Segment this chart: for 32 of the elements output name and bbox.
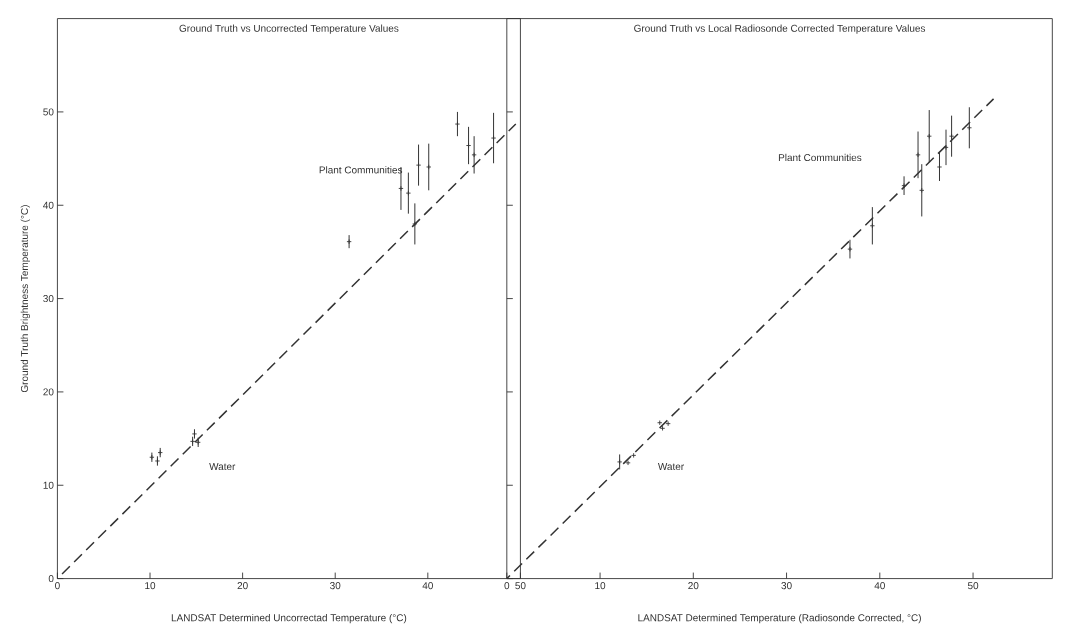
x-tick-label: 30: [330, 582, 341, 590]
text: Ground Truth vs Uncorrected Temperature Values: [179, 24, 399, 34]
x-tick-label: 20: [237, 582, 248, 590]
x-tick-label: 50: [967, 582, 979, 590]
point: [659, 425, 666, 431]
y-tick-label: 40: [43, 201, 54, 209]
point: [657, 420, 663, 426]
x-axis-title: LANDSAT Determined Temperature (Radiosonde Corrected, °C): [638, 614, 921, 624]
x-tick-label: 0: [55, 582, 60, 590]
annotation: Plant Communities: [319, 166, 403, 174]
annotation: Water: [657, 463, 684, 471]
x-tick-label: 40: [874, 582, 885, 590]
x-tick-label: 20: [688, 582, 699, 590]
y-tick-label: 50: [43, 108, 54, 116]
x-tick-label: 40: [422, 582, 433, 590]
x-tick-label: 10: [145, 582, 156, 590]
annotation: Plant Communities: [778, 153, 862, 162]
x-tick-label: 30: [781, 582, 792, 590]
x-tick-label: 10: [595, 582, 606, 590]
point: [625, 460, 631, 466]
y-tick-label: 10: [43, 481, 54, 489]
x-tick-label: 0: [504, 582, 510, 590]
point: [665, 421, 671, 427]
text: Ground Truth vs Local Radiosonde Corrected Temperature Values: [634, 24, 926, 34]
y-tick-label: 0: [48, 575, 54, 583]
x-tick-label: 50: [515, 582, 526, 590]
annotation: Water: [209, 463, 236, 471]
x-axis-title: LANDSAT Determined Uncorrectad Temperature (°C): [171, 614, 407, 624]
point: [630, 452, 637, 459]
y-tick-label: 30: [43, 295, 54, 303]
y-tick-label: 20: [43, 388, 54, 396]
y-axis-title: Ground Truth Brightness Temperature (°C): [20, 205, 30, 393]
